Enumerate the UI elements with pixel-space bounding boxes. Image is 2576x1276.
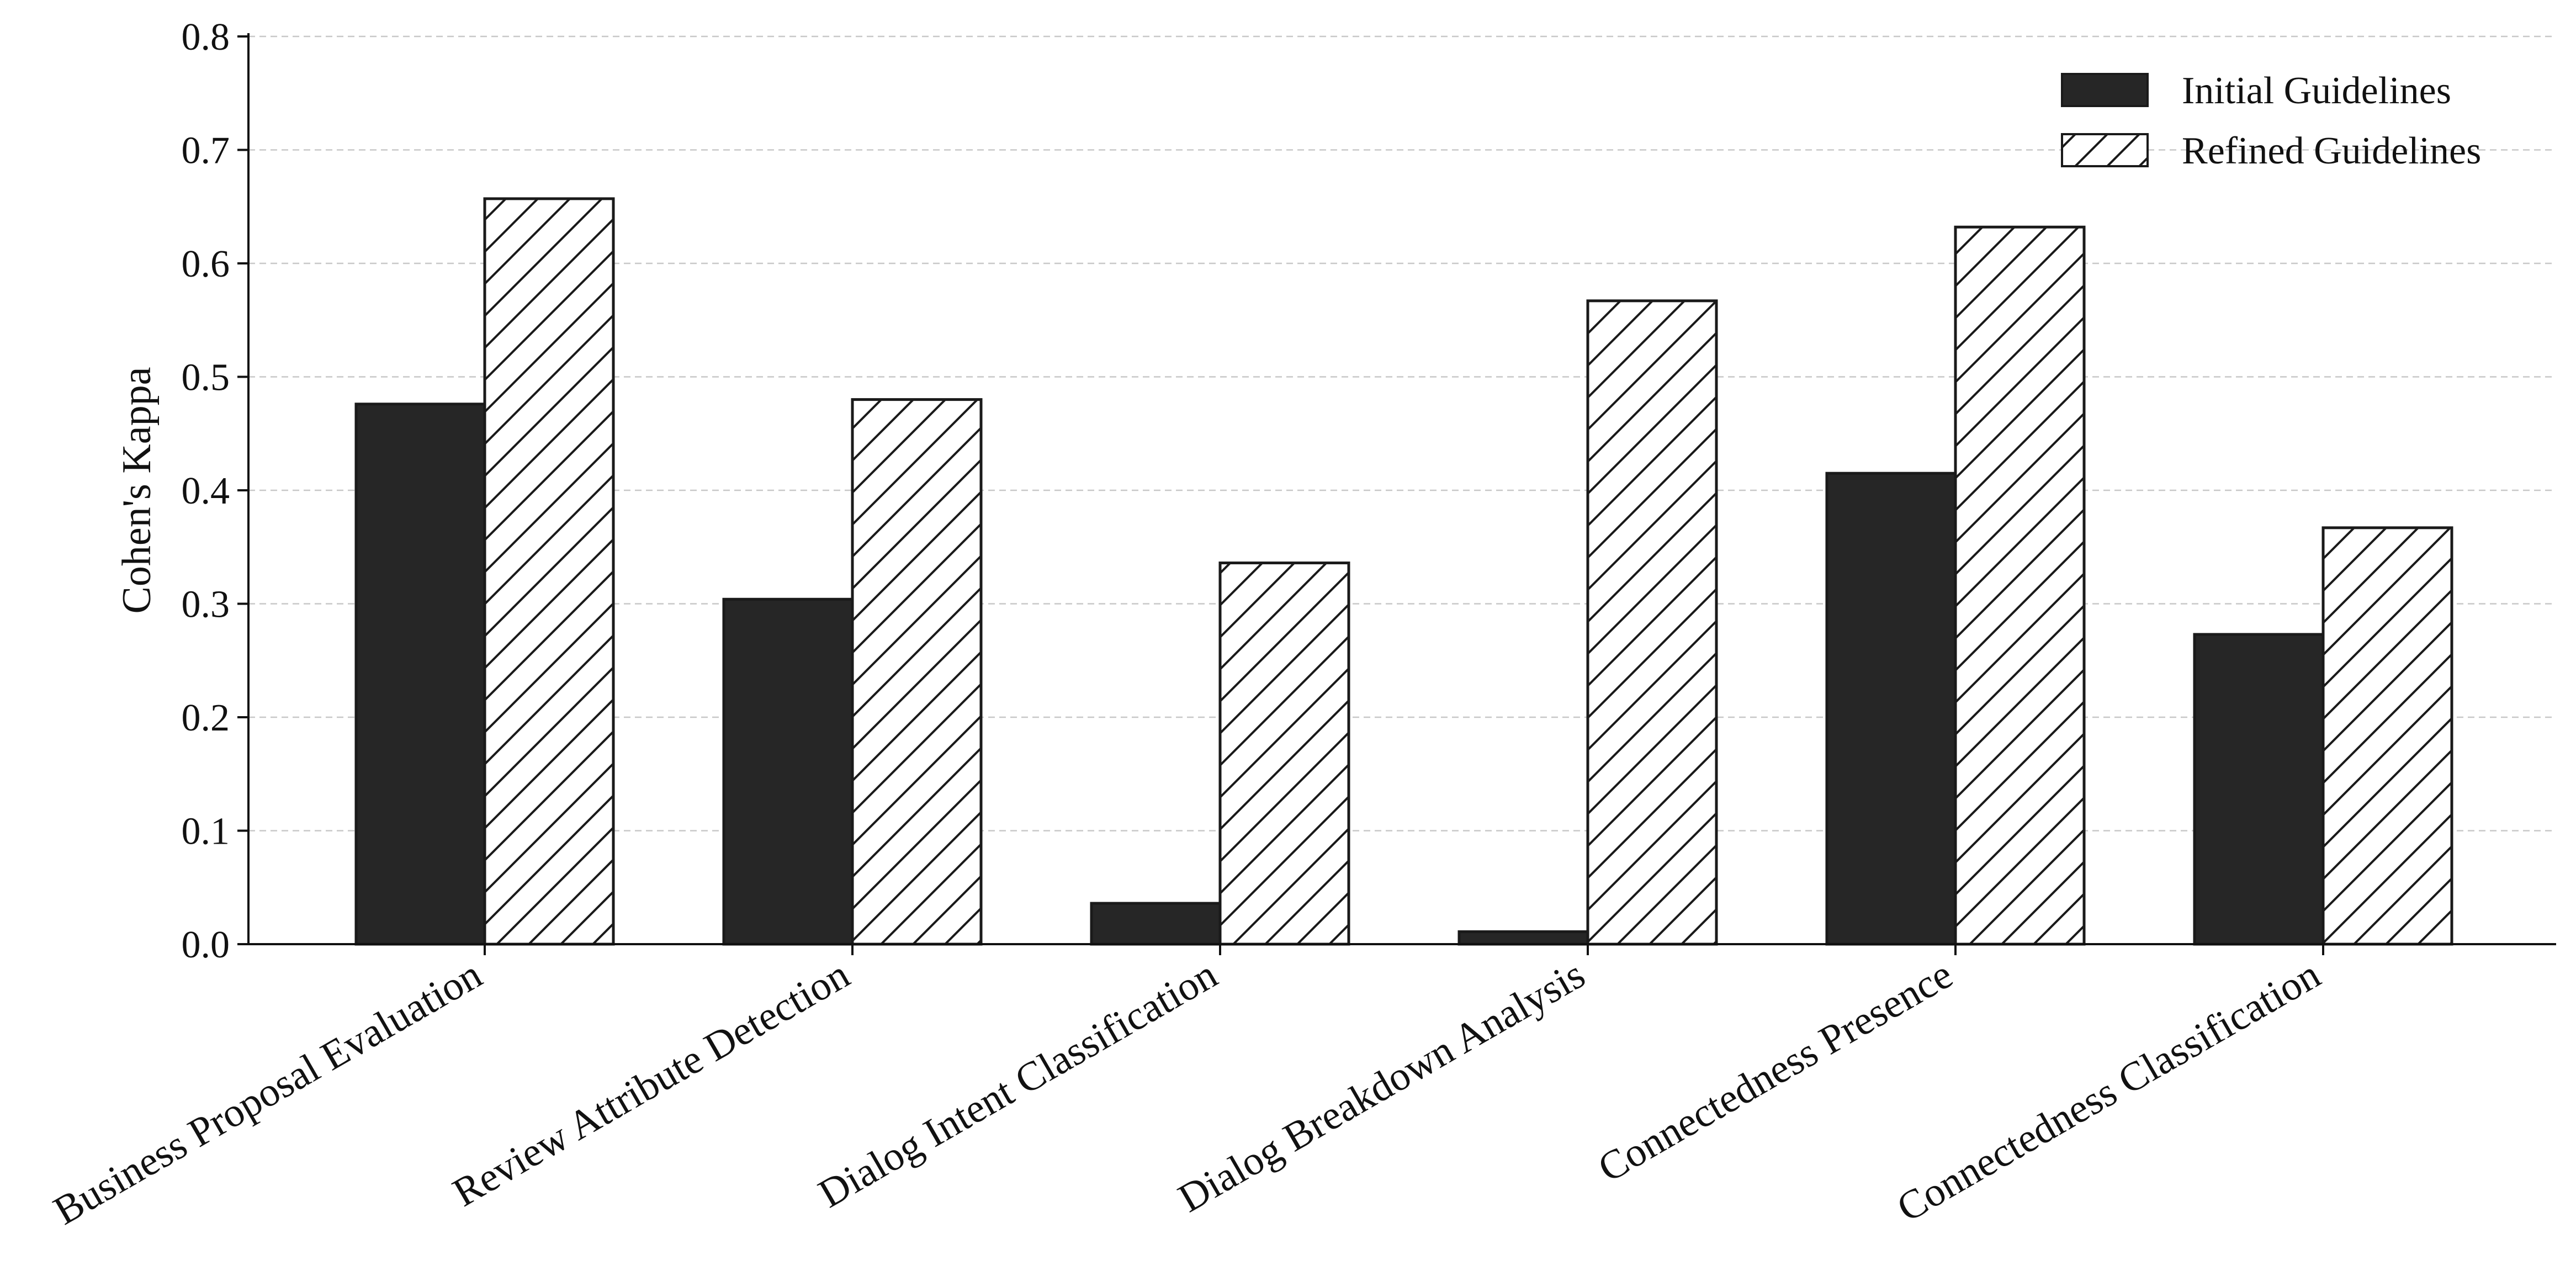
y-axis-title: Cohen's Kappa	[114, 367, 160, 614]
refined-guidelines-bar-4	[1954, 225, 2086, 946]
refined-guidelines-bar-0	[483, 197, 615, 946]
y-tick-label: 0.4	[182, 470, 230, 512]
legend-label: Initial Guidelines	[2182, 70, 2451, 112]
initial-guidelines-bar-4	[1825, 472, 1957, 946]
legend-swatch-0	[2061, 73, 2149, 107]
initial-guidelines-bar-3	[1457, 930, 1589, 946]
grid-lines	[248, 35, 2556, 832]
y-tick-label: 0.0	[182, 924, 230, 966]
bars	[354, 197, 2453, 946]
y-tick-label: 0.5	[182, 357, 230, 399]
refined-guidelines-bar-1	[851, 398, 983, 946]
legend: Initial Guidelines Refined Guidelines	[2061, 70, 2481, 172]
x-category-label: Review Attribute Detection	[446, 952, 857, 1216]
y-tick-label: 0.8	[182, 16, 230, 59]
y-tick-label: 0.1	[182, 811, 230, 853]
legend-label: Refined Guidelines	[2182, 130, 2481, 172]
x-category-label: Dialog Intent Classification	[811, 952, 1225, 1217]
initial-guidelines-bar-1	[722, 597, 854, 946]
y-tick-label: 0.7	[182, 130, 230, 172]
y-tick-label: 0.6	[182, 243, 230, 285]
refined-guidelines-bar-2	[1218, 562, 1350, 946]
refined-guidelines-bar-5	[2321, 526, 2453, 946]
x-category-label: Dialog Breakdown Analysis	[1171, 952, 1593, 1221]
initial-guidelines-bar-2	[1090, 902, 1222, 946]
axes	[237, 33, 2556, 955]
initial-guidelines-bar-5	[2193, 633, 2325, 946]
y-tick-label: 0.3	[182, 584, 230, 626]
y-tick-label: 0.2	[182, 697, 230, 739]
x-category-label: Connectedness Presence	[1591, 952, 1960, 1192]
refined-guidelines-bar-3	[1586, 299, 1718, 946]
legend-swatch-1	[2061, 133, 2149, 167]
x-category-label: Business Proposal Evaluation	[46, 952, 490, 1234]
initial-guidelines-bar-0	[354, 403, 486, 946]
